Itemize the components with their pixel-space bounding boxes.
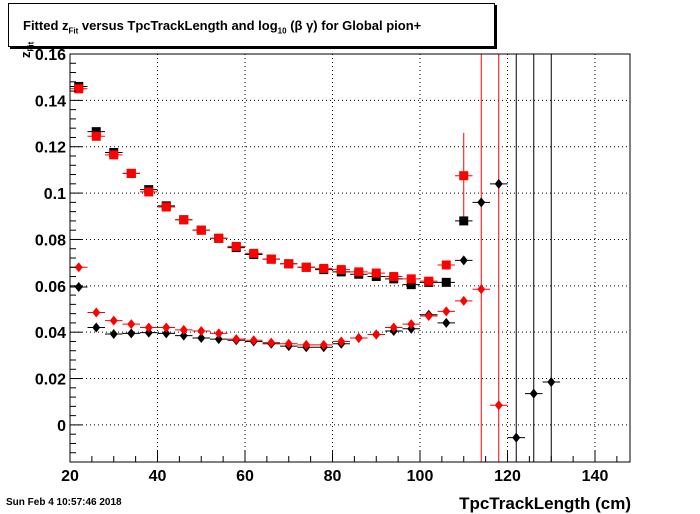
data-point-square	[441, 277, 451, 287]
data-point-diamond	[109, 329, 118, 340]
data-point-square	[406, 280, 416, 290]
data-point-diamond	[459, 255, 468, 266]
data-point-diamond	[162, 322, 171, 333]
chart-title-box: Fitted zFit versus TpcTrackLength and lo…	[8, 3, 495, 47]
data-point-diamond	[302, 339, 311, 350]
data-point-diamond	[214, 334, 223, 345]
data-point-diamond	[337, 336, 346, 347]
y-tick-label: 0.04	[35, 325, 66, 342]
y-tick-label: 0.16	[35, 47, 66, 64]
data-point-diamond	[109, 315, 118, 326]
data-point-diamond	[442, 317, 451, 328]
data-point-diamond	[319, 339, 328, 350]
y-tick-label: 0.1	[44, 186, 66, 203]
data-point-diamond	[179, 324, 188, 335]
data-point-diamond	[494, 178, 503, 189]
data-point-diamond	[529, 388, 538, 399]
y-tick-label: 0.12	[35, 140, 66, 157]
data-point-diamond	[214, 328, 223, 339]
data-point-diamond	[249, 335, 258, 346]
data-point-diamond	[74, 262, 83, 273]
data-point-diamond	[127, 328, 136, 339]
marker-layer	[74, 81, 556, 443]
data-point-square	[144, 187, 154, 197]
plot-frame	[69, 53, 631, 463]
data-point-diamond	[494, 400, 503, 411]
y-tick-label: 0.08	[35, 232, 66, 249]
data-point-diamond	[354, 332, 363, 343]
data-point-diamond	[197, 332, 206, 343]
data-point-diamond	[127, 319, 136, 330]
x-tick-label: 40	[149, 468, 167, 485]
data-point-diamond	[162, 328, 171, 339]
data-point-square	[74, 84, 84, 94]
data-point-square	[336, 265, 346, 275]
y-tick-label: 0.14	[35, 93, 66, 110]
data-point-diamond	[92, 307, 101, 318]
data-point-square	[459, 216, 469, 226]
data-point-diamond	[372, 329, 381, 340]
data-point-diamond	[477, 284, 486, 295]
data-point-square	[354, 267, 364, 277]
data-point-square	[91, 127, 101, 137]
data-point-diamond	[512, 432, 521, 443]
data-point-square	[109, 150, 119, 160]
data-point-diamond	[284, 338, 293, 349]
data-point-square	[214, 233, 224, 243]
data-point-square	[231, 241, 241, 251]
data-point-square	[179, 215, 189, 225]
timestamp-footer: Sun Feb 4 10:57:46 2018	[6, 497, 122, 508]
data-point-diamond	[389, 322, 398, 333]
x-axis-title: TpcTrackLength (cm)	[459, 494, 631, 513]
data-point-square	[91, 131, 101, 141]
data-point-diamond	[442, 306, 451, 317]
data-point-diamond	[179, 330, 188, 341]
data-point-diamond	[267, 337, 276, 348]
x-tick-label: 60	[236, 468, 254, 485]
data-point-square	[249, 248, 259, 258]
data-point-diamond	[144, 322, 153, 333]
data-point-square	[284, 259, 294, 269]
chart-title: Fitted zFit versus TpcTrackLength and lo…	[23, 18, 422, 36]
data-point-diamond	[547, 377, 556, 388]
x-tick-label: 80	[324, 468, 342, 485]
y-tick-label: 0	[57, 418, 66, 435]
data-point-diamond	[232, 334, 241, 345]
x-tick-label: 140	[582, 468, 609, 485]
error-bar-layer	[70, 54, 560, 462]
data-point-diamond	[92, 322, 101, 333]
data-point-diamond	[144, 327, 153, 338]
data-point-square	[319, 263, 329, 273]
data-point-diamond	[477, 197, 486, 208]
data-point-square	[301, 262, 311, 272]
data-point-square	[459, 171, 469, 181]
data-point-square	[424, 276, 434, 286]
y-axis-title: zFit	[18, 41, 36, 58]
data-point-square	[389, 272, 399, 282]
x-tick-label: 20	[61, 468, 79, 485]
data-point-diamond	[459, 295, 468, 306]
data-point-square	[406, 274, 416, 284]
grid-layer	[70, 53, 630, 462]
x-tick-label: 100	[407, 468, 434, 485]
data-point-diamond	[424, 310, 433, 321]
data-point-square	[196, 225, 206, 235]
data-point-square	[161, 202, 171, 212]
y-tick-label: 0.06	[35, 279, 66, 296]
data-point-square	[371, 268, 381, 278]
axis-layer: 20 40 60 80 100 120 140 0 0.02 0.04 0.06 0.08 0.1 0.1…	[35, 47, 631, 485]
data-point-square	[266, 254, 276, 264]
data-point-square	[441, 260, 451, 270]
data-point-square	[126, 168, 136, 178]
y-tick-label: 0.02	[35, 372, 66, 389]
data-point-diamond	[74, 281, 83, 292]
x-tick-label: 120	[494, 468, 521, 485]
data-point-diamond	[197, 326, 206, 337]
data-point-diamond	[407, 319, 416, 330]
